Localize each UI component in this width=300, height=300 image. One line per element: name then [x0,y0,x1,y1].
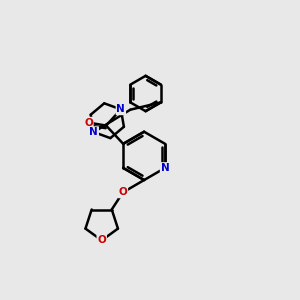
Text: O: O [97,236,106,245]
Text: N: N [89,127,98,137]
Text: N: N [116,104,125,114]
Text: N: N [160,163,169,173]
Text: O: O [118,188,127,197]
Text: O: O [84,118,93,128]
